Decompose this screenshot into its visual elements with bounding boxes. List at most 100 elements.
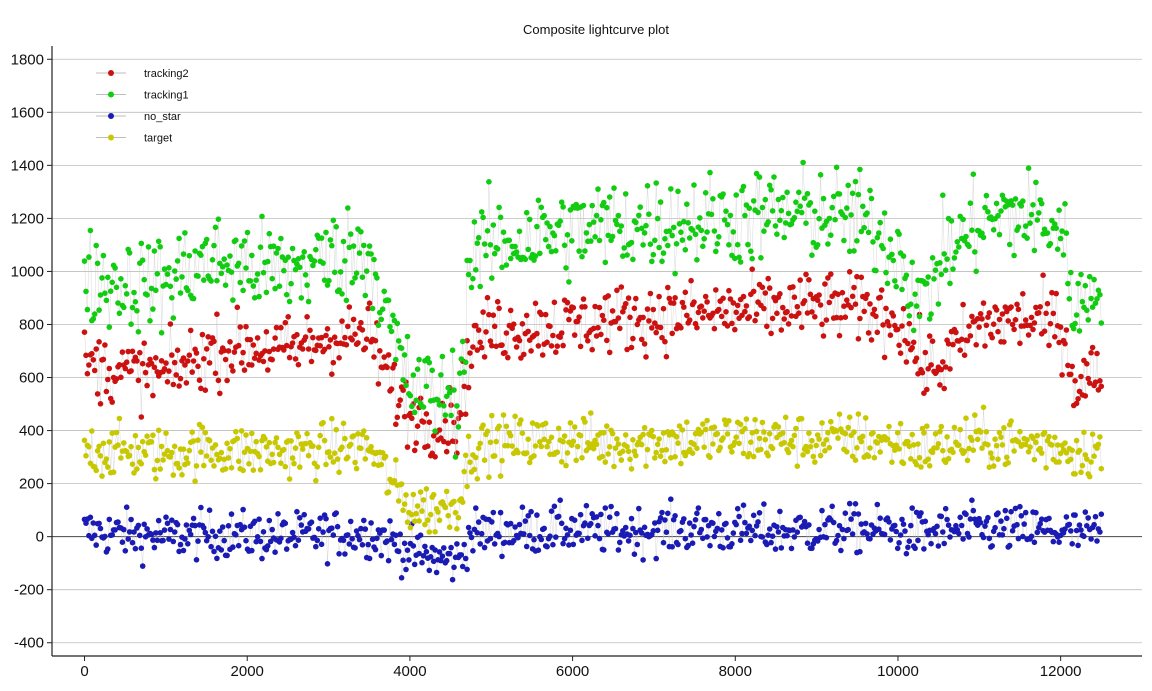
data-point: [491, 453, 498, 459]
data-point: [532, 253, 539, 259]
data-point: [589, 202, 595, 209]
data-point: [641, 341, 648, 347]
data-point: [624, 443, 630, 450]
data-point: [807, 291, 814, 298]
data-point: [190, 295, 197, 302]
data-point: [793, 199, 799, 205]
data-point: [125, 348, 131, 355]
data-point: [718, 313, 725, 320]
data-point: [163, 281, 169, 288]
data-point: [996, 429, 1003, 436]
data-point: [686, 235, 693, 241]
data-point: [198, 449, 204, 455]
data-point: [985, 442, 991, 448]
data-point: [1084, 456, 1090, 462]
data-point: [858, 274, 865, 281]
data-point: [174, 460, 181, 467]
data-point: [937, 428, 943, 435]
data-point: [283, 342, 290, 349]
data-point: [523, 543, 530, 550]
data-point: [1092, 379, 1099, 386]
data-point: [283, 291, 290, 298]
data-point: [640, 557, 646, 563]
data-point: [555, 513, 562, 520]
data-point: [171, 529, 178, 535]
data-point: [297, 464, 303, 470]
data-point: [89, 350, 95, 357]
data-point: [180, 547, 187, 554]
data-point: [780, 194, 786, 201]
data-point: [445, 512, 452, 519]
data-point: [678, 229, 684, 235]
data-point: [1056, 539, 1062, 545]
data-point: [574, 318, 581, 325]
data-point: [707, 454, 713, 461]
data-point: [427, 511, 434, 518]
data-point: [515, 534, 521, 541]
data-point: [756, 510, 763, 516]
data-point: [784, 532, 790, 539]
data-point: [272, 335, 278, 341]
data-point: [292, 542, 299, 549]
data-point: [685, 220, 691, 226]
data-point: [643, 354, 649, 360]
data-point: [161, 266, 168, 272]
data-point: [611, 185, 617, 191]
data-point: [816, 436, 822, 442]
data-point: [90, 520, 97, 526]
data-point: [278, 235, 284, 242]
data-point: [513, 344, 520, 350]
data-point: [812, 459, 818, 465]
data-point: [270, 243, 277, 249]
data-point: [582, 248, 588, 254]
data-point: [579, 253, 585, 260]
data-point: [567, 527, 574, 534]
data-point: [496, 204, 502, 211]
data-point: [908, 522, 914, 529]
data-point: [407, 410, 414, 417]
data-point: [102, 342, 108, 348]
data-point: [928, 311, 934, 317]
data-point: [1053, 290, 1059, 297]
data-point: [778, 327, 785, 333]
data-point: [550, 541, 556, 548]
data-point: [878, 287, 885, 293]
data-point: [484, 428, 491, 435]
data-point: [260, 529, 267, 535]
data-point: [839, 289, 846, 296]
data-point: [379, 306, 386, 313]
data-point: [601, 317, 607, 324]
data-point: [1094, 350, 1100, 357]
data-point: [681, 218, 687, 225]
data-point: [941, 251, 947, 257]
data-point: [404, 333, 411, 340]
data-point: [102, 533, 108, 540]
data-point: [896, 446, 902, 452]
data-point: [433, 569, 440, 576]
data-point: [266, 230, 273, 237]
data-point: [557, 497, 563, 504]
data-point: [148, 531, 155, 538]
data-point: [185, 358, 191, 364]
data-point: [366, 555, 373, 562]
data-point: [660, 539, 667, 546]
data-point: [614, 510, 620, 517]
data-point: [864, 291, 870, 298]
data-point: [121, 304, 127, 311]
data-point: [649, 427, 655, 434]
data-point: [369, 536, 376, 543]
data-point: [503, 330, 510, 336]
data-point: [707, 169, 713, 176]
data-point: [924, 386, 930, 393]
data-point: [263, 444, 270, 450]
data-point: [641, 524, 648, 531]
data-point: [791, 432, 798, 439]
data-point: [909, 259, 915, 266]
data-point: [929, 338, 936, 345]
data-point: [1009, 321, 1016, 328]
data-point: [189, 369, 195, 375]
data-point: [81, 258, 88, 264]
data-point: [590, 325, 597, 332]
data-point: [353, 528, 360, 534]
data-point: [177, 541, 184, 548]
